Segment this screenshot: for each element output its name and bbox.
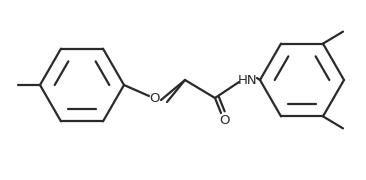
Text: O: O (220, 114, 230, 127)
Text: HN: HN (238, 73, 258, 87)
Text: O: O (150, 91, 160, 105)
